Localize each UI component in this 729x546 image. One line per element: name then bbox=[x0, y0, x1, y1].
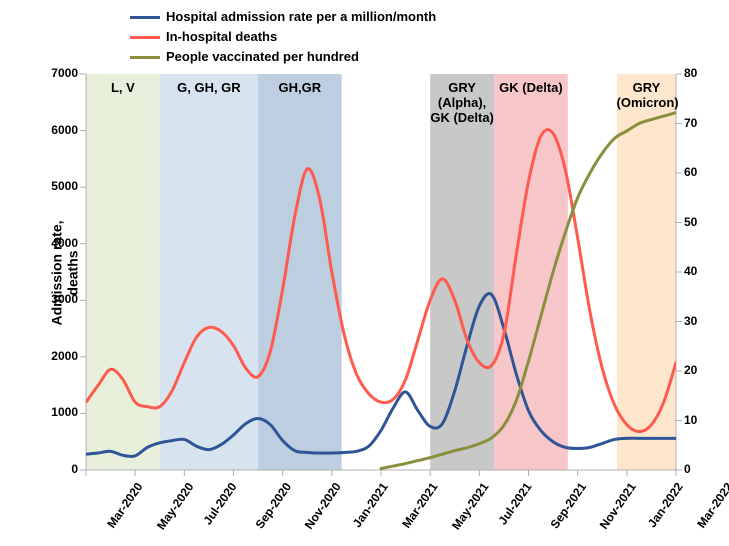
variant-band-label: GRY (Omicron) bbox=[617, 80, 677, 110]
y-left-tick-label: 7000 bbox=[40, 66, 78, 80]
y-right-tick-label: 0 bbox=[684, 462, 708, 476]
y-left-tick-label: 2000 bbox=[40, 349, 78, 363]
variant-band-label: L, V bbox=[86, 80, 160, 95]
y-right-tick-label: 70 bbox=[684, 116, 708, 130]
y-left-tick-label: 0 bbox=[40, 462, 78, 476]
y-right-tick-label: 20 bbox=[684, 363, 708, 377]
y-left-tick-label: 5000 bbox=[40, 179, 78, 193]
y-right-tick-label: 40 bbox=[684, 264, 708, 278]
variant-band-label: G, GH, GR bbox=[160, 80, 258, 95]
y-left-tick-label: 3000 bbox=[40, 292, 78, 306]
y-left-tick-label: 4000 bbox=[40, 236, 78, 250]
variant-band-label: GK (Delta) bbox=[494, 80, 568, 95]
y-left-tick-label: 1000 bbox=[40, 405, 78, 419]
y-left-tick-label: 6000 bbox=[40, 123, 78, 137]
dual-axis-line-chart: Hospital admission rate per a million/mo… bbox=[0, 0, 729, 546]
variant-band-label: GH,GR bbox=[258, 80, 342, 95]
y-right-tick-label: 10 bbox=[684, 413, 708, 427]
y-right-tick-label: 60 bbox=[684, 165, 708, 179]
y-right-tick-label: 30 bbox=[684, 314, 708, 328]
y-right-tick-label: 50 bbox=[684, 215, 708, 229]
y-right-tick-label: 80 bbox=[684, 66, 708, 80]
variant-band-label: GRY (Alpha), GK (Delta) bbox=[430, 80, 494, 125]
